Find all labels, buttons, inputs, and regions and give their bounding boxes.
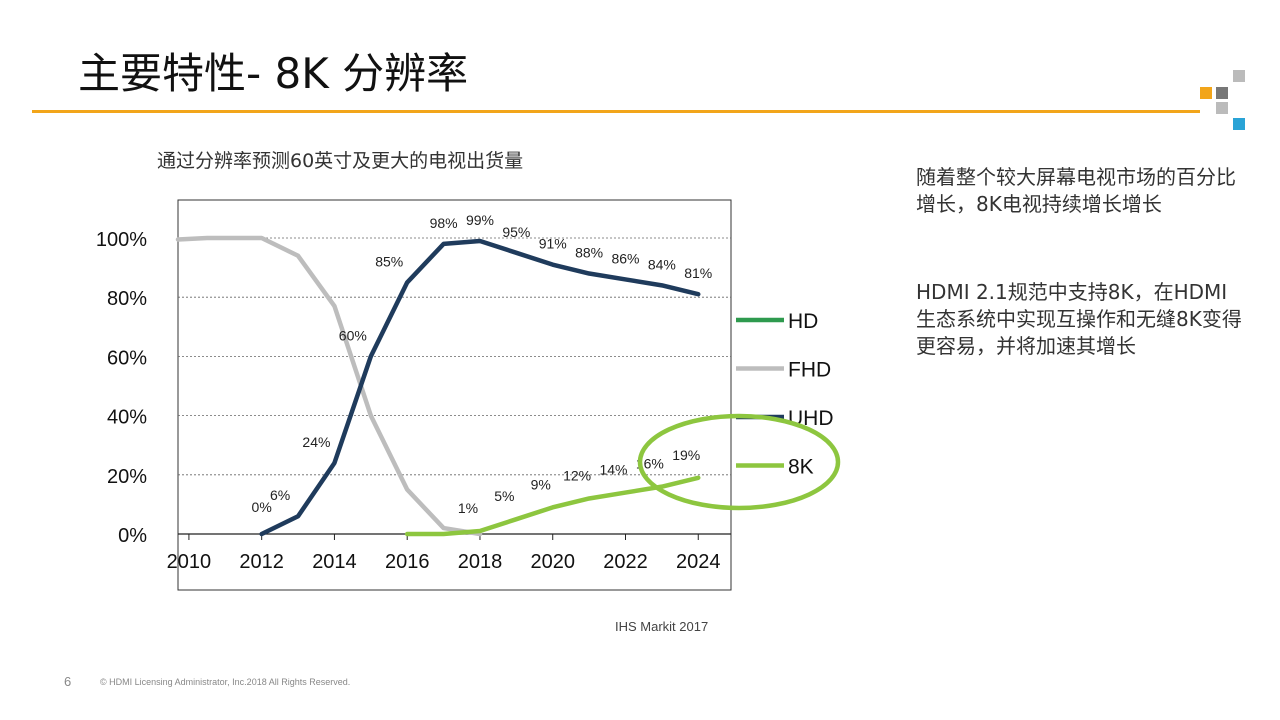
data-label-8k: 5% bbox=[494, 488, 514, 504]
data-label-uhd: 99% bbox=[466, 212, 494, 228]
x-tick-label: 2014 bbox=[312, 551, 357, 573]
slide-title: 主要特性- 8K 分辨率 bbox=[78, 49, 469, 98]
copyright-text: © HDMI Licensing Administrator, Inc.2018… bbox=[100, 677, 351, 687]
highlight-ellipse bbox=[637, 413, 841, 511]
data-label-8k: 9% bbox=[531, 476, 551, 492]
x-tick-label: 2022 bbox=[603, 551, 648, 573]
page-number: 6 bbox=[64, 674, 72, 689]
plot-frame bbox=[177, 199, 732, 591]
series-line-uhd bbox=[259, 238, 701, 537]
data-label-uhd: 81% bbox=[684, 265, 712, 281]
x-tick-label: 2024 bbox=[676, 551, 721, 573]
legend-label-uhd: UHD bbox=[788, 407, 834, 430]
chart-svg: 0% 20% 40% 60% 80% 100% 2010 2012 2014 2016 2018 20… bbox=[96, 199, 841, 591]
data-label-8k: 1% bbox=[458, 500, 478, 516]
chart-caption: 通过分辨率预测60英寸及更大的电视出货量 bbox=[157, 150, 524, 172]
y-tick-label: 100% bbox=[96, 229, 147, 251]
data-label-uhd: 60% bbox=[339, 327, 367, 343]
series-line-fhd bbox=[175, 235, 483, 537]
data-label-8k: 12% bbox=[563, 467, 591, 483]
logo-square-orange bbox=[1200, 87, 1212, 99]
logo-square-gray bbox=[1216, 102, 1228, 114]
data-label-uhd: 86% bbox=[611, 250, 639, 266]
logo-square-light bbox=[1233, 70, 1245, 82]
source-note: IHS Markit 2017 bbox=[615, 619, 709, 634]
legend-label-hd: HD bbox=[788, 310, 818, 333]
data-label-8k: 19% bbox=[672, 447, 700, 463]
x-tick-label: 2016 bbox=[385, 551, 430, 573]
legend-label-8k: 8K bbox=[788, 456, 814, 479]
data-label-8k: 14% bbox=[599, 462, 627, 478]
y-tick-label: 0% bbox=[118, 525, 147, 547]
data-label-uhd: 0% bbox=[252, 499, 272, 515]
x-tick-label: 2012 bbox=[239, 551, 283, 573]
legend-label-fhd: FHD bbox=[788, 359, 831, 382]
data-label-uhd: 95% bbox=[502, 224, 530, 240]
data-label-uhd: 85% bbox=[375, 253, 403, 269]
data-label-uhd: 88% bbox=[575, 245, 603, 261]
logo-square-dark bbox=[1216, 87, 1228, 99]
x-tick-label: 2020 bbox=[530, 551, 575, 573]
y-tick-label: 80% bbox=[107, 288, 147, 310]
shipments-chart: 0% 20% 40% 60% 80% 100% 2010 2012 2014 2016 2018 20… bbox=[60, 196, 860, 596]
data-label-uhd: 24% bbox=[302, 434, 330, 450]
x-tick-label: 2010 bbox=[167, 551, 212, 573]
data-label-uhd: 98% bbox=[430, 215, 458, 231]
logo-square-blue bbox=[1233, 118, 1245, 130]
series-line-8k bbox=[404, 475, 701, 537]
y-tick-label: 40% bbox=[107, 407, 147, 429]
data-label-uhd: 6% bbox=[270, 487, 290, 503]
y-tick-label: 60% bbox=[107, 347, 147, 369]
x-tick-label: 2018 bbox=[458, 551, 503, 573]
side-paragraph-1: 随着整个较大屏幕电视市场的百分比增长，8K电视持续增长增长 bbox=[916, 165, 1236, 216]
side-paragraph-2: HDMI 2.1规范中支持8K，在HDMI生态系统中实现互操作和无缝8K变得更容… bbox=[916, 280, 1242, 358]
data-label-uhd: 91% bbox=[539, 236, 567, 252]
y-tick-label: 20% bbox=[107, 466, 147, 488]
data-label-uhd: 84% bbox=[648, 256, 676, 272]
title-underline bbox=[32, 110, 1200, 113]
